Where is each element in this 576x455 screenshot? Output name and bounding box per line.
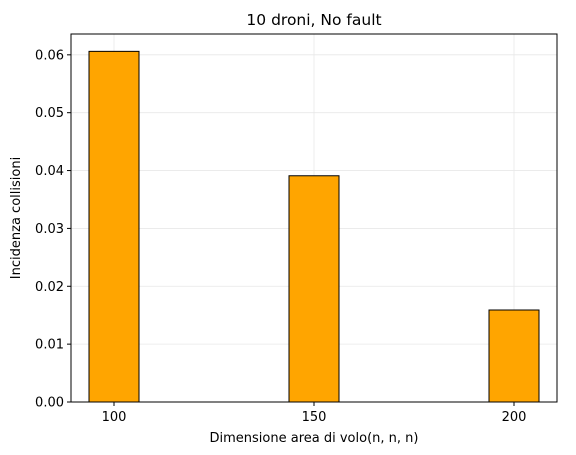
y-tick-label: 0.02 (35, 280, 64, 295)
y-tick-label: 0.04 (35, 164, 64, 179)
x-tick-label: 150 (302, 410, 327, 425)
bar-150 (288, 175, 340, 403)
x-tick-label: 100 (102, 410, 127, 425)
bar-200 (488, 309, 540, 403)
bar-100 (88, 50, 140, 403)
y-tick-label: 0.03 (35, 222, 64, 237)
y-axis-label: Incidenza collisioni (9, 157, 24, 279)
y-tick-label: 0.05 (35, 106, 64, 121)
x-tick-label: 200 (502, 410, 527, 425)
x-axis-ticks: 100 150 200 (102, 402, 527, 425)
y-tick-label: 0.06 (35, 48, 64, 63)
x-axis-label: Dimensione area di volo(n, n, n) (210, 431, 419, 446)
y-tick-label: 0.00 (35, 396, 64, 411)
chart-title: 10 droni, No fault (246, 11, 381, 29)
y-tick-label: 0.01 (35, 338, 64, 353)
y-axis-ticks: 0.00 0.01 0.02 0.03 0.04 0.05 0.06 (35, 48, 71, 411)
